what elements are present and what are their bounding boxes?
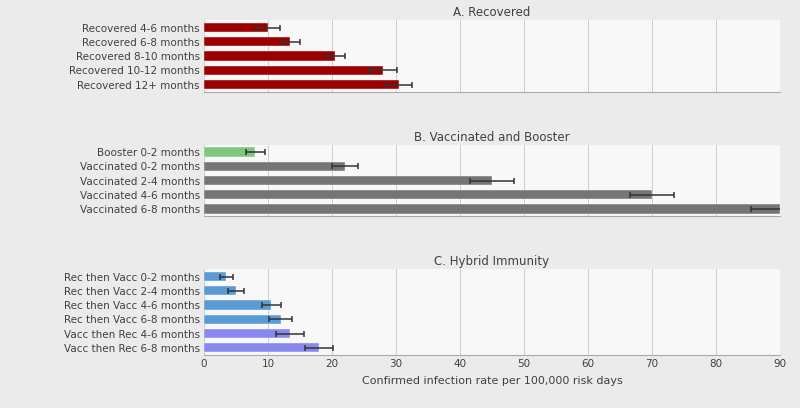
Title: B. Vaccinated and Booster: B. Vaccinated and Booster	[414, 131, 570, 144]
Bar	[204, 162, 345, 171]
Bar	[204, 37, 290, 47]
Bar	[204, 176, 492, 185]
Bar	[204, 286, 236, 295]
Bar	[204, 66, 383, 75]
Bar	[204, 190, 652, 200]
X-axis label: Confirmed infection rate per 100,000 risk days: Confirmed infection rate per 100,000 ris…	[362, 376, 622, 386]
Bar	[204, 147, 255, 157]
Bar	[204, 343, 319, 353]
Title: C. Hybrid Immunity: C. Hybrid Immunity	[434, 255, 550, 268]
Bar	[204, 23, 268, 32]
Bar	[204, 315, 281, 324]
Bar	[204, 204, 780, 214]
Bar	[204, 51, 335, 61]
Bar	[204, 80, 399, 89]
Bar	[204, 329, 290, 338]
Title: A. Recovered: A. Recovered	[454, 6, 530, 19]
Bar	[204, 300, 271, 310]
Bar	[204, 272, 226, 281]
